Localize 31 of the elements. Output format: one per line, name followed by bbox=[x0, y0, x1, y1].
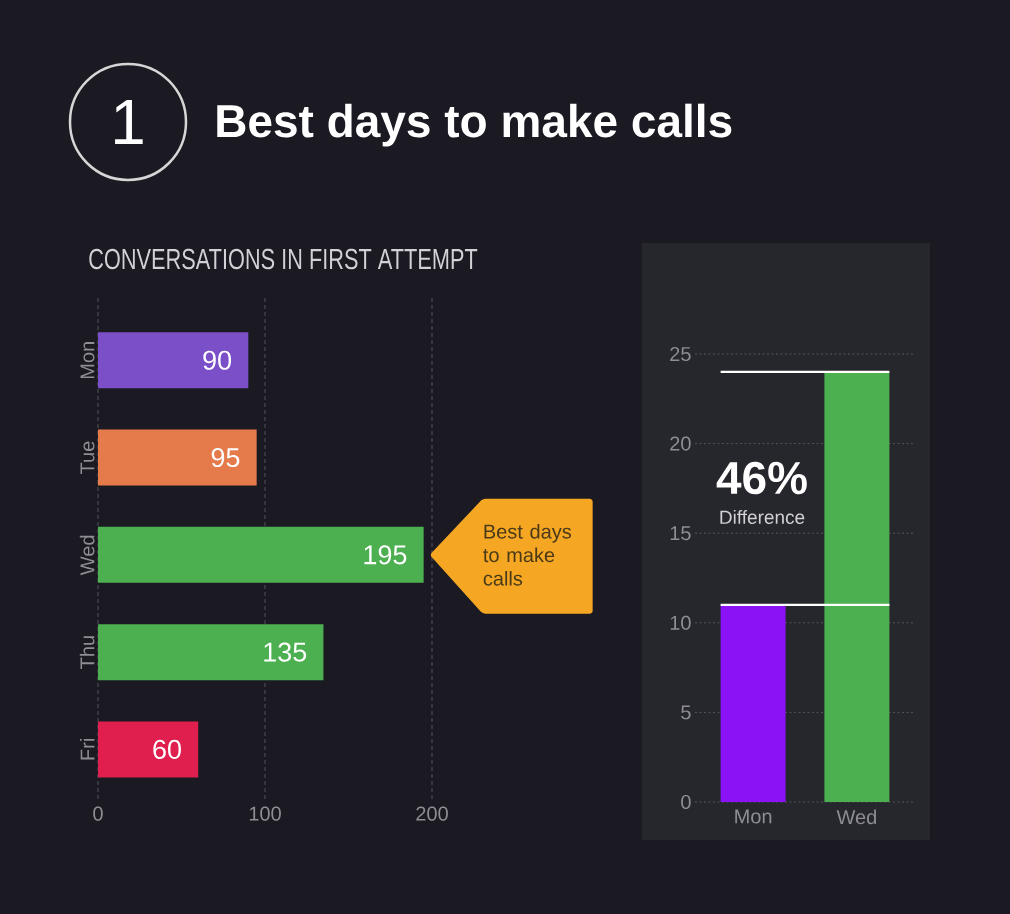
bar bbox=[98, 332, 249, 389]
x-tick-label: Mon bbox=[735, 809, 772, 824]
y-tick-label: Mon bbox=[80, 342, 95, 379]
data-label: 60 bbox=[153, 739, 181, 759]
data-label: 195 bbox=[364, 545, 407, 565]
y-tick-label: 10 bbox=[670, 615, 691, 630]
x-tick-label: Wed bbox=[836, 809, 876, 825]
y-tick-label: 20 bbox=[670, 436, 691, 451]
bar bbox=[98, 721, 199, 778]
chart-title: Best days to make calls bbox=[217, 103, 732, 147]
data-label: 135 bbox=[264, 642, 307, 662]
bar bbox=[98, 429, 257, 486]
y-tick-label: 25 bbox=[670, 346, 691, 362]
data-label: 90 bbox=[203, 350, 232, 370]
annotation: Difference bbox=[720, 510, 805, 524]
bar bbox=[98, 526, 424, 583]
bar bbox=[98, 624, 324, 681]
y-tick-label: 5 bbox=[681, 705, 691, 720]
y-tick-label: Thu bbox=[79, 636, 95, 669]
annotation: Best days to make calls bbox=[483, 523, 572, 586]
y-tick-label: Tue bbox=[80, 441, 95, 474]
annotation: 46% bbox=[716, 461, 807, 495]
y-tick-label: 0 bbox=[681, 794, 691, 810]
y-tick-label: 15 bbox=[670, 526, 691, 541]
chart-subtitle: CONVERSATIONS IN FIRST ATTEMPT bbox=[89, 248, 478, 270]
y-tick-label: Wed bbox=[79, 535, 95, 576]
y-tick-label: Fri bbox=[79, 739, 95, 760]
x-tick-label: 200 bbox=[416, 806, 448, 821]
x-tick-label: 100 bbox=[249, 806, 281, 821]
data-label: 95 bbox=[211, 448, 240, 468]
text: 1 bbox=[115, 99, 143, 145]
